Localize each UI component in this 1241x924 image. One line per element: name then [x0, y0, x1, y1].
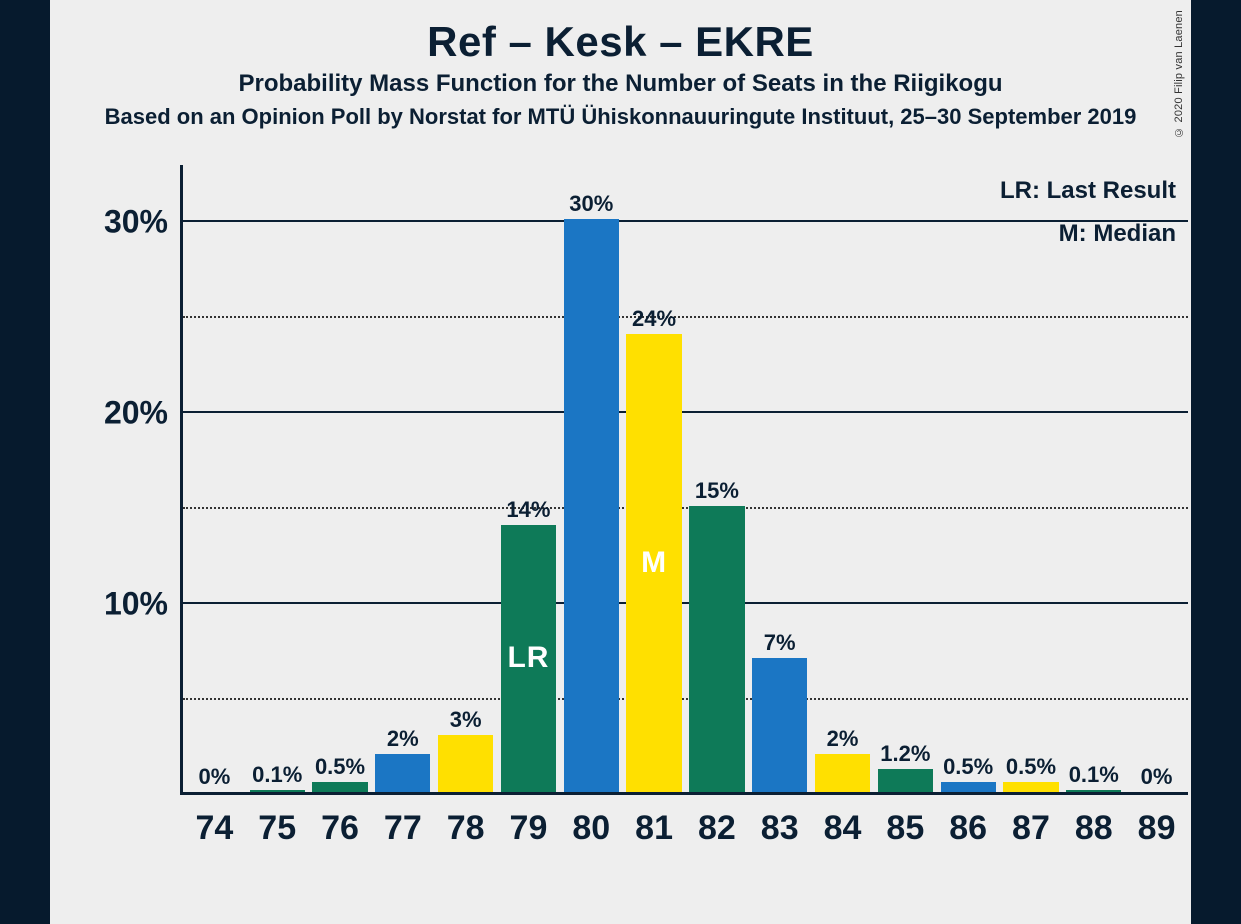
bar-value-label: 0% — [1141, 764, 1173, 790]
bar-88: 0.1% — [1066, 790, 1121, 792]
x-tick-label: 77 — [384, 809, 422, 848]
x-tick-label: 75 — [258, 809, 296, 848]
x-tick-label: 88 — [1075, 809, 1113, 848]
mask-right — [1191, 0, 1241, 924]
y-tick-label: 30% — [48, 204, 168, 241]
y-tick-label: 10% — [48, 586, 168, 623]
chart-frame: © 2020 Filip van Laenen Ref – Kesk – EKR… — [0, 0, 1241, 924]
bar-value-label: 0.1% — [252, 762, 302, 788]
title-source: Based on an Opinion Poll by Norstat for … — [0, 104, 1241, 130]
bar-82: 15% — [689, 506, 744, 792]
bar-value-label: 0.5% — [943, 754, 993, 780]
bar-value-label: 14% — [506, 497, 550, 523]
grid-minor — [183, 316, 1188, 318]
copyright-text: © 2020 Filip van Laenen — [1173, 10, 1185, 138]
bar-value-label: 0.1% — [1069, 762, 1119, 788]
bar-value-label: 1.2% — [880, 741, 930, 767]
x-tick-label: 85 — [886, 809, 924, 848]
bar-value-label: 15% — [695, 478, 739, 504]
x-tick-label: 89 — [1138, 809, 1176, 848]
plot-area: LR: Last Result M: Median 10%20%30%0%740… — [180, 165, 1188, 795]
bar-value-label: 3% — [450, 707, 482, 733]
bar-85: 1.2% — [878, 769, 933, 792]
bar-86: 0.5% — [941, 782, 996, 792]
x-tick-label: 74 — [195, 809, 233, 848]
bar-80: 30% — [564, 219, 619, 792]
x-tick-label: 80 — [572, 809, 610, 848]
bar-value-label: 7% — [764, 630, 796, 656]
x-tick-label: 79 — [510, 809, 548, 848]
bar-value-label: 0% — [198, 764, 230, 790]
title-main: Ref – Kesk – EKRE — [0, 18, 1241, 66]
legend: LR: Last Result M: Median — [1000, 169, 1176, 255]
bar-inner-label-m: M — [641, 546, 667, 580]
grid-minor — [183, 507, 1188, 509]
bar-77: 2% — [375, 754, 430, 792]
bar-81: 24%M — [626, 334, 681, 792]
bar-76: 0.5% — [312, 782, 367, 792]
x-tick-label: 84 — [824, 809, 862, 848]
bar-value-label: 2% — [387, 726, 419, 752]
title-sub: Probability Mass Function for the Number… — [0, 70, 1241, 98]
legend-m: M: Median — [1000, 212, 1176, 255]
x-tick-label: 78 — [447, 809, 485, 848]
grid-minor — [183, 698, 1188, 700]
titles: Ref – Kesk – EKRE Probability Mass Funct… — [0, 18, 1241, 130]
bar-83: 7% — [752, 658, 807, 792]
bar-78: 3% — [438, 735, 493, 792]
y-tick-label: 20% — [48, 395, 168, 432]
x-tick-label: 87 — [1012, 809, 1050, 848]
bar-87: 0.5% — [1003, 782, 1058, 792]
mask-left — [0, 0, 50, 924]
x-tick-label: 76 — [321, 809, 359, 848]
y-axis — [180, 165, 183, 795]
grid-major — [183, 411, 1188, 413]
x-axis — [180, 792, 1188, 795]
bar-value-label: 2% — [827, 726, 859, 752]
bar-inner-label-lr: LR — [507, 641, 549, 675]
x-tick-label: 81 — [635, 809, 673, 848]
bar-value-label: 30% — [569, 191, 613, 217]
x-tick-label: 82 — [698, 809, 736, 848]
grid-major — [183, 602, 1188, 604]
bar-79: 14%LR — [501, 525, 556, 792]
bar-value-label: 0.5% — [1006, 754, 1056, 780]
bar-84: 2% — [815, 754, 870, 792]
bar-75: 0.1% — [250, 790, 305, 792]
bar-value-label: 24% — [632, 306, 676, 332]
legend-lr: LR: Last Result — [1000, 169, 1176, 212]
x-tick-label: 86 — [949, 809, 987, 848]
grid-major — [183, 220, 1188, 222]
x-tick-label: 83 — [761, 809, 799, 848]
bar-value-label: 0.5% — [315, 754, 365, 780]
